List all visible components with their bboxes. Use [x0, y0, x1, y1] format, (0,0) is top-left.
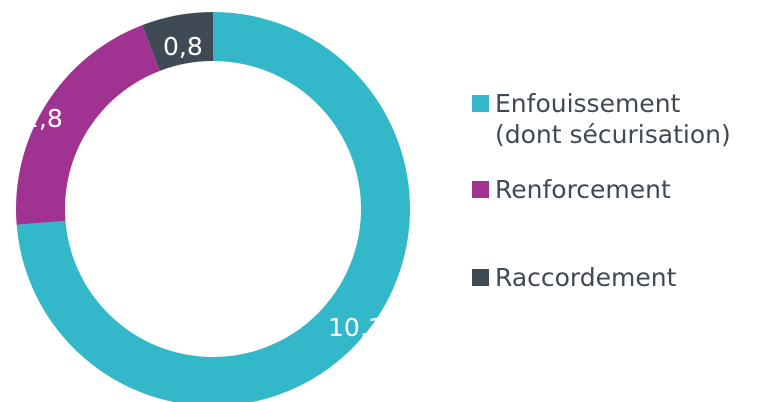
- legend-item-enfouissement: Enfouissement (dont sécurisation): [472, 88, 731, 150]
- legend-label-enfouissement: Enfouissement (dont sécurisation): [495, 89, 731, 149]
- legend-swatch-renforcement: [472, 181, 489, 198]
- label-renforcement: 2,8: [23, 104, 63, 133]
- legend-swatch-enfouissement: [472, 95, 489, 112]
- slice-labels: 10,1 2,8 0,8: [23, 32, 384, 342]
- slice-raccordement: [142, 12, 213, 71]
- legend-label-renforcement: Renforcement: [495, 175, 671, 204]
- legend-item-renforcement: Renforcement: [472, 174, 671, 205]
- legend-swatch-raccordement: [472, 269, 489, 286]
- legend-label-raccordement: Raccordement: [495, 263, 677, 292]
- slice-renforcement: [15, 25, 160, 225]
- donut-slices: [15, 12, 410, 402]
- legend-item-raccordement: Raccordement: [472, 262, 676, 293]
- label-raccordement: 0,8: [163, 32, 203, 61]
- label-enfouissement: 10,1: [328, 313, 384, 342]
